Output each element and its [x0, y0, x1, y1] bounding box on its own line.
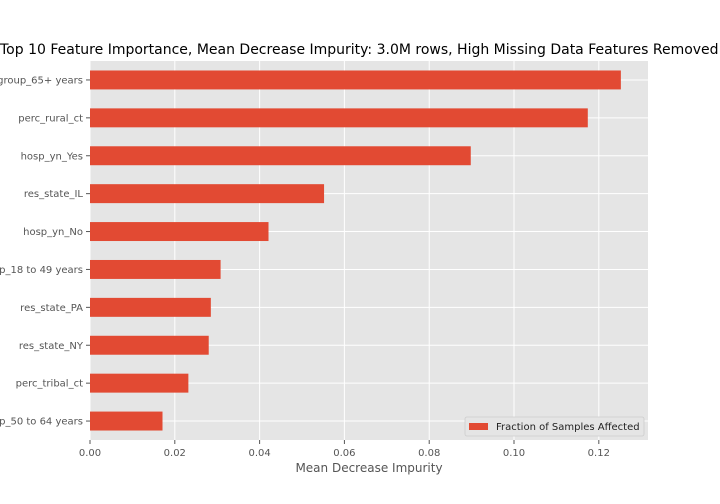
- legend-box: [464, 416, 645, 437]
- x-axis-ticks: 0.00 0.02 0.04 0.06 0.08 0.10 0.12: [79, 440, 610, 459]
- bar: [90, 108, 588, 128]
- y-tick-label: hosp_yn_No: [23, 227, 83, 238]
- legend-label: Fraction of Samples Affected: [496, 422, 640, 433]
- bars: [90, 70, 621, 431]
- y-tick-label: res_state_IL: [24, 189, 84, 200]
- bar: [90, 411, 163, 431]
- y-tick-label: hosp_yn_Yes: [21, 151, 83, 162]
- legend: Fraction of Samples Affected: [464, 416, 645, 437]
- bar: [90, 146, 471, 166]
- bar: [90, 184, 325, 204]
- bar: [90, 373, 189, 393]
- legend-swatch: [469, 423, 488, 430]
- y-tick-label: perc_rural_ct: [18, 113, 83, 124]
- y-tick-label: age_group_18 to 49 years: [0, 265, 83, 276]
- y-tick-label: res_state_NY: [19, 341, 84, 352]
- y-tick-label: age_group_65+ years: [0, 75, 83, 86]
- y-tick-label: age_group_50 to 64 years: [0, 417, 83, 428]
- x-tick-label: 0.02: [164, 448, 186, 459]
- bar: [90, 70, 621, 90]
- x-axis-label: Mean Decrease Impurity: [295, 461, 442, 475]
- x-tick-label: 0.00: [79, 448, 101, 459]
- y-axis-ticks: age_group_65+ years perc_rural_ct hosp_yn_…: [0, 75, 90, 428]
- x-tick-label: 0.06: [333, 448, 355, 459]
- x-tick-label: 0.10: [503, 448, 525, 459]
- x-tick-label: 0.12: [588, 448, 610, 459]
- x-tick-label: 0.08: [418, 448, 440, 459]
- x-tick-label: 0.04: [248, 448, 270, 459]
- y-tick-label: perc_tribal_ct: [16, 379, 83, 390]
- bar: [90, 297, 211, 317]
- bar: [90, 222, 269, 242]
- chart-title: Top 10 Feature Importance, Mean Decrease…: [0, 42, 719, 58]
- y-tick-label: res_state_PA: [20, 303, 83, 314]
- bar: [90, 259, 221, 279]
- bar: [90, 335, 209, 355]
